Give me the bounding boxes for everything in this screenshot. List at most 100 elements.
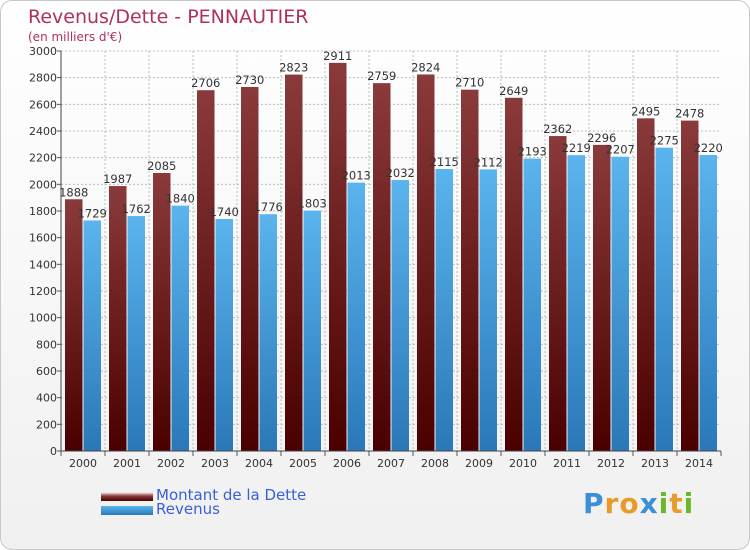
logo-letter: x [639, 487, 659, 520]
data-label-debt: 2495 [631, 104, 660, 118]
bar-revenus [391, 180, 409, 452]
x-tick-label: 2003 [201, 457, 229, 470]
bar-debt [637, 118, 655, 451]
x-tick-label: 2000 [69, 457, 97, 470]
data-label-debt: 2362 [543, 122, 572, 136]
legend-label-debt: Montant de la Dette [156, 486, 307, 504]
bar-debt [197, 90, 215, 451]
bar-revenus [347, 182, 365, 451]
data-label-debt: 2759 [367, 69, 396, 83]
bar-revenus [523, 158, 541, 451]
logo-letter: o [619, 487, 640, 520]
bar-revenus [215, 219, 233, 451]
x-tick-label: 2009 [465, 457, 493, 470]
bar-debt [65, 199, 83, 451]
bar-revenus [479, 169, 497, 451]
bar-revenus [611, 156, 629, 451]
data-label-debt: 2823 [279, 61, 308, 75]
y-tick-label: 200 [36, 418, 57, 431]
y-tick-label: 1400 [29, 258, 57, 271]
logo-letter: t [669, 487, 684, 520]
bar-revenus [567, 155, 585, 451]
data-label-revenus: 2193 [518, 145, 547, 159]
data-label-debt: 1888 [59, 185, 88, 199]
logo-letter: i [658, 487, 670, 520]
bar-revenus [83, 220, 101, 451]
y-tick-label: 2400 [29, 125, 57, 138]
x-tick-label: 2013 [641, 457, 669, 470]
bar-debt [681, 120, 699, 451]
y-tick-label: 1200 [29, 285, 57, 298]
data-label-revenus: 2115 [430, 155, 459, 169]
x-tick-label: 2008 [421, 457, 449, 470]
proxiti-logo: Proxiti [583, 487, 694, 520]
axes: 0 200 400 600 800 1000 1200 1400 1600 1800 2000 220… [29, 45, 722, 470]
bar-revenus [699, 155, 717, 451]
x-tick-label: 2006 [333, 457, 361, 470]
y-tick-label: 2000 [29, 178, 57, 191]
bar-revenus [259, 214, 277, 451]
x-tick-label: 2010 [509, 457, 537, 470]
y-tick-label: 600 [36, 365, 57, 378]
legend-label-revenus: Revenus [156, 500, 220, 518]
data-label-debt: 2710 [455, 76, 484, 90]
legend-swatch-debt [101, 492, 153, 501]
x-tick-label: 2007 [377, 457, 405, 470]
data-label-debt: 2824 [411, 60, 440, 74]
data-label-revenus: 2275 [650, 134, 679, 148]
bar-debt [241, 87, 259, 451]
y-tick-label: 800 [36, 338, 57, 351]
y-tick-label: 2600 [29, 98, 57, 111]
data-label-debt: 2706 [191, 76, 220, 90]
data-label-revenus: 2207 [606, 143, 635, 157]
bar-debt [329, 62, 347, 451]
y-tick-label: 3000 [29, 45, 57, 58]
y-tick-label: 1600 [29, 232, 57, 245]
data-label-revenus: 1740 [210, 205, 239, 219]
bar-revenus [303, 210, 321, 451]
data-label-revenus: 1729 [78, 206, 107, 220]
logo-letter: P [583, 487, 605, 520]
y-tick-label: 1800 [29, 205, 57, 218]
logo-letter: r [604, 487, 620, 520]
x-tick-label: 2002 [157, 457, 185, 470]
bar-debt [505, 97, 523, 452]
data-label-revenus: 1803 [298, 197, 327, 211]
bar-debt [153, 173, 171, 451]
data-label-revenus: 2220 [694, 141, 723, 155]
legend-swatch-revenus [101, 506, 153, 515]
data-label-revenus: 2219 [562, 141, 591, 155]
data-label-debt: 2730 [235, 73, 264, 87]
x-tick-label: 2011 [553, 457, 581, 470]
bar-debt [373, 83, 391, 451]
bar-debt [109, 186, 127, 452]
chart-title: Revenus/Dette - PENNAUTIER [28, 6, 309, 28]
x-tick-label: 2001 [113, 457, 141, 470]
data-label-revenus: 2032 [386, 166, 415, 180]
x-tick-label: 2004 [245, 457, 273, 470]
x-tick-label: 2005 [289, 457, 317, 470]
data-label-revenus: 1776 [254, 200, 283, 214]
x-tick-label: 2012 [597, 457, 625, 470]
y-tick-label: 2200 [29, 152, 57, 165]
y-tick-label: 1000 [29, 312, 57, 325]
bar-debt [285, 74, 303, 451]
data-label-debt: 1987 [103, 172, 132, 186]
data-label-revenus: 2112 [474, 155, 503, 169]
bars [65, 62, 717, 452]
data-label-revenus: 1762 [122, 202, 151, 216]
data-label-debt: 2911 [323, 49, 352, 63]
bar-debt [549, 136, 567, 452]
grid-lines [61, 50, 721, 451]
logo-letter: i [683, 487, 695, 520]
data-labels: 1888 1729 1987 1762 2085 1840 2706 1740 2730 1776… [59, 49, 723, 221]
data-label-revenus: 2013 [342, 169, 371, 183]
y-tick-label: 2800 [29, 72, 57, 85]
data-label-debt: 2085 [147, 159, 176, 173]
bar-debt [417, 74, 435, 451]
data-label-debt: 2649 [499, 84, 528, 98]
bar-revenus [655, 147, 673, 451]
bar-revenus [171, 205, 189, 451]
